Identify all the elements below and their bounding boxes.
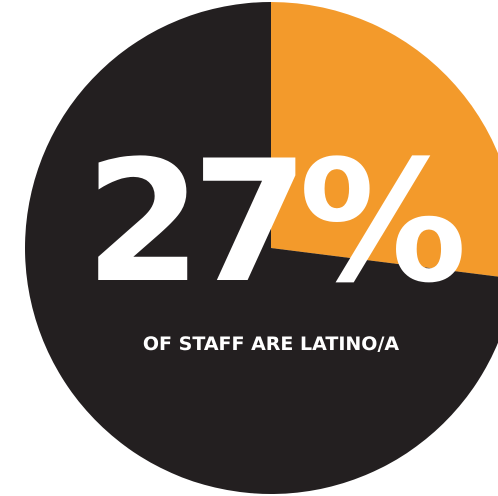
pie-slice-1 xyxy=(25,2,498,494)
headline-percent: 27% xyxy=(84,124,467,320)
pie-slice-0 xyxy=(271,2,498,277)
caption-text: OF STAFF ARE LATINO/A xyxy=(142,333,400,355)
